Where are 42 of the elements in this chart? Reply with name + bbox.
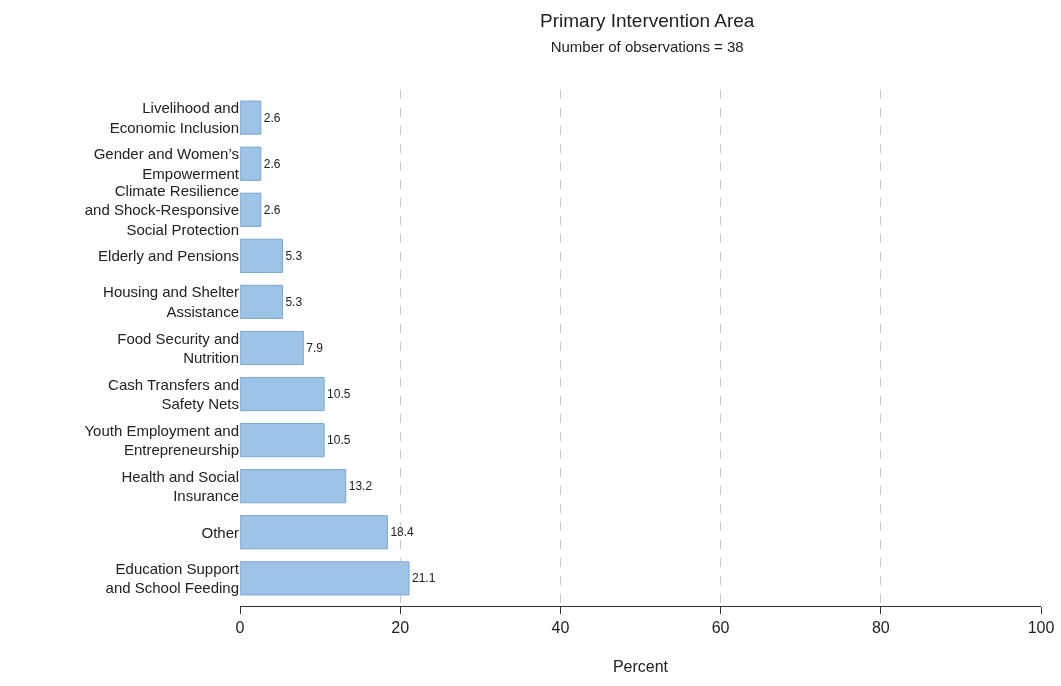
- data-label: 5.3: [285, 248, 303, 263]
- bar: [240, 515, 388, 550]
- chart-subtitle: Number of observations = 38: [550, 38, 744, 56]
- x-tick-label: 20: [391, 619, 410, 637]
- y-tick-label: Gender and Women’s Empowerment: [93, 145, 240, 182]
- y-tick-label: Elderly and Pensions: [98, 247, 239, 265]
- bar: [240, 561, 410, 596]
- data-label: 10.5: [327, 433, 351, 448]
- y-tick-label: Health and Social Insurance: [121, 467, 239, 505]
- bar: [240, 192, 262, 227]
- x-tick-label: 60: [711, 619, 730, 637]
- data-label: 13.2: [348, 479, 373, 494]
- bar: [240, 376, 325, 412]
- y-tick-label: Other: [201, 523, 239, 541]
- bar: [240, 100, 262, 135]
- bar: [240, 238, 283, 273]
- data-label: 18.4: [390, 525, 415, 540]
- data-label: 21.1: [412, 571, 436, 586]
- data-label: 5.3: [285, 294, 303, 309]
- data-label: 10.5: [327, 387, 351, 402]
- data-label: 2.6: [263, 110, 281, 125]
- bar: [240, 284, 283, 320]
- x-tick-label: 0: [235, 619, 245, 637]
- data-label: 2.6: [263, 156, 281, 171]
- x-tick-label: 40: [551, 619, 570, 637]
- y-tick-label: Youth Employment and Entrepreneurship: [84, 421, 239, 459]
- chart-title: Primary Intervention Area: [540, 10, 755, 32]
- y-tick-label: Livelihood and Economic Inclusion: [109, 99, 239, 136]
- y-tick-label: Housing and Shelter Assistance: [103, 283, 239, 320]
- bar: [240, 146, 262, 181]
- y-tick-label: Education Support and School Feeding: [105, 559, 240, 597]
- data-label: 7.9: [306, 341, 324, 355]
- x-tick-label: 80: [871, 619, 890, 637]
- bar: [240, 423, 325, 458]
- y-tick-label: Climate Resilience and Shock-Responsive Social Protection: [84, 181, 239, 238]
- y-tick-label: Food Security and Nutrition: [117, 329, 239, 366]
- bar: [240, 469, 347, 504]
- x-tick-label: 100: [1027, 619, 1055, 637]
- bar: [240, 330, 304, 366]
- data-label: 2.6: [263, 202, 281, 217]
- y-tick-label: Cash Transfers and Safety Nets: [108, 375, 239, 413]
- x-axis-title: Percent: [612, 657, 669, 675]
